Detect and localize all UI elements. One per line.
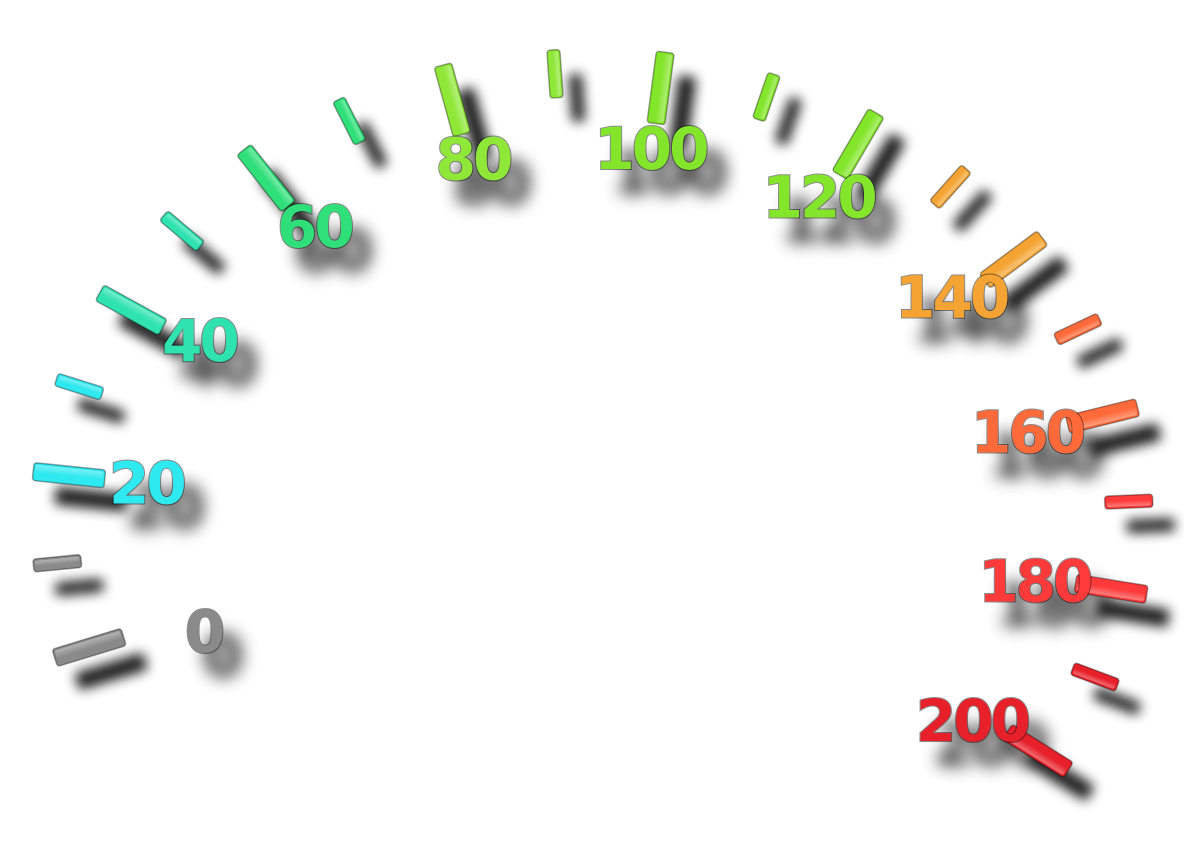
major-tick-120-shadow: [855, 133, 905, 203]
major-tick-60: [237, 144, 296, 212]
major-tick-60-shine: [245, 147, 292, 205]
major-tick-180: [1073, 574, 1149, 604]
label-shadow-0: 0: [203, 622, 241, 690]
major-tick-0-shine: [55, 631, 122, 658]
label-shadow-60: 60: [295, 217, 370, 285]
minor-tick-50-shine: [165, 214, 201, 246]
minor-tick-50: [159, 211, 205, 252]
scale-label-120: 120: [763, 164, 876, 232]
minor-tick-30-shine: [58, 376, 102, 394]
minor-tick-110-shadow: [775, 97, 802, 146]
major-tick-40-shine: [101, 288, 164, 327]
label-shadow-100: 100: [612, 139, 725, 207]
minor-tick-150-shadow: [1076, 338, 1124, 369]
minor-tick-190: [1070, 662, 1120, 692]
minor-tick-90-shadow: [569, 73, 585, 123]
minor-tick-190-shine: [1073, 668, 1116, 689]
label-shadow-140: 140: [913, 287, 1026, 355]
minor-tick-70: [333, 96, 366, 146]
major-tick-100-shadow: [669, 75, 696, 149]
major-tick-140: [979, 231, 1048, 288]
minor-tick-170-shine: [1106, 499, 1151, 507]
major-tick-20: [31, 462, 107, 489]
major-tick-20-shine: [35, 464, 104, 480]
minor-tick-150-shine: [1058, 319, 1100, 343]
minor-tick-190-shadow: [1093, 687, 1141, 715]
minor-tick-90: [546, 48, 564, 99]
minor-tick-10: [32, 553, 83, 573]
minor-tick-10-shadow: [55, 578, 104, 596]
major-tick-80-shadow: [456, 87, 492, 161]
scale-ticks: [31, 48, 1154, 778]
major-tick-80: [434, 62, 471, 138]
major-tick-180-shadow: [1096, 598, 1170, 628]
major-tick-160-shine: [1069, 407, 1137, 431]
major-tick-200-shine: [1006, 732, 1067, 775]
major-tick-100-shine: [655, 54, 672, 123]
minor-tick-170: [1103, 493, 1154, 510]
scale-label-180: 180: [978, 547, 1091, 615]
minor-tick-130: [930, 165, 971, 209]
major-tick-40: [95, 285, 167, 335]
major-tick-200: [1002, 724, 1073, 778]
major-tick-180-shine: [1076, 582, 1145, 601]
minor-tick-110: [752, 72, 781, 122]
major-tick-120: [832, 108, 884, 180]
scale-label-80: 80: [436, 126, 511, 194]
scale-label-60: 60: [277, 193, 352, 261]
major-tick-160: [1065, 398, 1140, 434]
minor-tick-130-shine: [935, 170, 968, 206]
minor-tick-30: [54, 373, 105, 400]
major-tick-140-shine: [986, 239, 1045, 285]
scale-label-40: 40: [162, 307, 237, 375]
label-shadow-80: 80: [454, 150, 529, 218]
label-shadow-20: 20: [127, 473, 202, 541]
minor-tick-110-shine: [758, 76, 778, 119]
major-tick-100: [646, 50, 675, 126]
scale-label-100: 100: [594, 115, 707, 183]
label-shadow-40: 40: [180, 331, 255, 399]
minor-tick-150: [1053, 313, 1103, 346]
scale-label-20: 20: [109, 449, 184, 517]
minor-tick-70-shadow: [355, 121, 387, 169]
scale-label-200: 200: [916, 687, 1029, 755]
scale-label-160: 160: [971, 398, 1084, 466]
minor-tick-30-shadow: [77, 398, 126, 424]
major-tick-80-shine: [442, 65, 468, 133]
minor-tick-170-shadow: [1126, 518, 1175, 534]
label-shadow-120: 120: [781, 188, 894, 256]
label-shadow-160: 160: [989, 422, 1102, 490]
major-tick-160-shadow: [1088, 423, 1162, 457]
major-tick-0-shadow: [74, 653, 148, 690]
minor-tick-70-shine: [339, 100, 363, 141]
major-tick-140-shadow: [1002, 256, 1069, 312]
major-tick-20-shadow: [54, 486, 128, 512]
minor-tick-10-shine: [35, 556, 80, 567]
minor-tick-90-shine: [552, 51, 561, 96]
scale-label-140: 140: [895, 263, 1008, 331]
scale-label-0: 0: [185, 598, 223, 666]
major-tick-0: [52, 628, 127, 667]
major-tick-120-shine: [840, 115, 881, 177]
minor-tick-130-shadow: [952, 189, 993, 232]
